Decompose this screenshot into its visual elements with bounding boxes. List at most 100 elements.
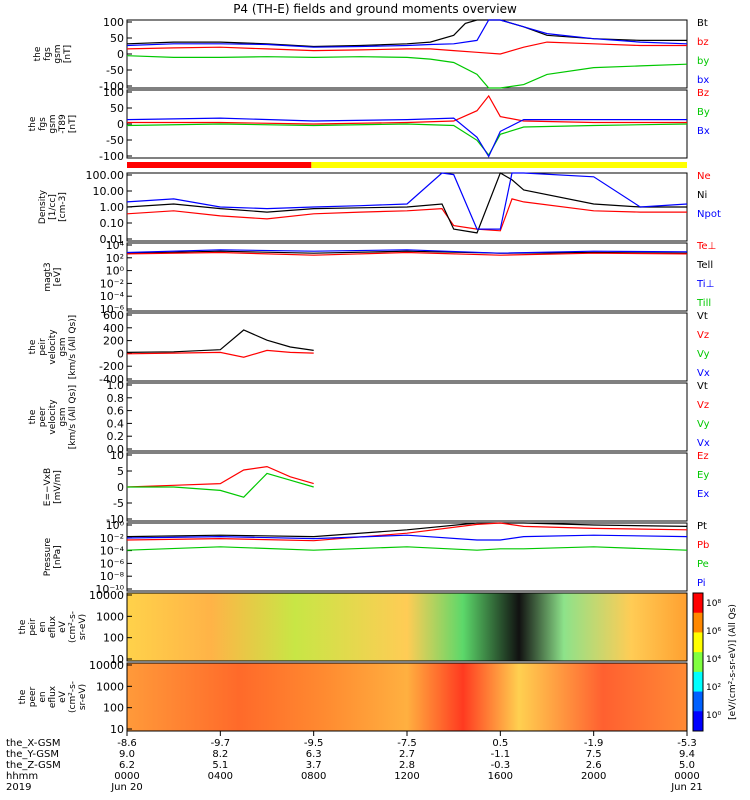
legend-entry: Pb — [697, 540, 709, 551]
y-tick-label: 400 — [103, 322, 124, 335]
legend-entry: Te⊥ — [696, 241, 716, 252]
colorbar-frame — [692, 592, 704, 732]
y-tick-label: 10⁻⁸ — [100, 570, 125, 583]
y-tick-label: 1.0 — [107, 379, 125, 392]
y-axis-label: en — [38, 621, 48, 632]
x-label-hhmm: 0000 — [114, 771, 139, 782]
x-label-gsm-z: 3.7 — [306, 760, 322, 771]
y-axis-label: -T89 — [58, 114, 68, 134]
x-label-gsm-y: -1.1 — [491, 749, 511, 760]
series-pressure-Pe — [126, 546, 688, 551]
legend-entry: Vt — [697, 381, 708, 392]
y-tick-label: 10⁻⁴ — [100, 290, 125, 303]
y-tick-label: -200 — [99, 360, 124, 373]
legend-entry: Ne — [697, 171, 711, 182]
y-axis-label: gsm — [58, 337, 68, 356]
series-density-Ni — [126, 172, 687, 234]
x-label-gsm-x: -9.7 — [211, 738, 231, 749]
series-pressure-Pi — [126, 534, 688, 541]
legend-entry: Bt — [697, 18, 708, 29]
legend-entry: bz — [697, 37, 709, 48]
y-axis-label: [nPa] — [53, 545, 63, 568]
colorbar-band — [693, 691, 703, 712]
y-tick-label: 100 — [103, 86, 124, 99]
y-tick-label: -50 — [106, 134, 124, 147]
x-row-label: the_X-GSM — [6, 738, 60, 749]
series-density-Npot — [126, 172, 688, 230]
legend-entry: Ex — [697, 489, 709, 500]
x-row-label: the_Z-GSM — [6, 760, 61, 771]
panel-frame — [126, 452, 688, 522]
y-tick-label: 0.4 — [107, 417, 125, 430]
legend-entry: Vy — [697, 419, 710, 430]
colorbar-band — [693, 671, 703, 693]
y-tick-label: 10⁻¹⁰ — [95, 583, 124, 596]
x-row-label: the_Y-GSM — [6, 749, 59, 760]
series-temperature-Tell — [126, 250, 688, 254]
mode-bar-segment — [127, 162, 312, 168]
series-fgs-gsm-Bt — [126, 19, 687, 48]
legend-entry: Vz — [697, 400, 709, 411]
x-row-label: hhmm — [6, 771, 38, 782]
panel-peer-spectrogram: 10000 1000 100 10 the peer en eflux eV (cm²-s-sr-… — [18, 659, 688, 736]
y-tick-label: 10000 — [89, 589, 124, 602]
colorbar-label: [eV/(cm²-s-sr-eV)] (All Qs) — [728, 604, 738, 720]
y-axis-label: velocity — [48, 399, 58, 435]
x-label-gsm-x: -7.5 — [397, 738, 417, 749]
y-tick-label: -100 — [99, 80, 124, 93]
y-tick-label: -50 — [106, 64, 124, 77]
x-label-gsm-x: -9.5 — [304, 738, 324, 749]
y-axis-label: eflux — [48, 685, 58, 708]
colorbar-tick-label: 10⁸ — [706, 599, 721, 609]
y-axis-label: fgs — [43, 47, 53, 61]
panel-frame — [126, 19, 688, 89]
y-tick-label: 100 — [103, 16, 124, 29]
colorbar-band — [693, 632, 703, 653]
colorbar-tick-label: 10² — [706, 683, 721, 693]
y-tick-label: 0.2 — [107, 430, 125, 443]
x-label-hhmm: 0400 — [208, 771, 233, 782]
y-axis-label: peir — [28, 618, 38, 636]
y-axis-label: E=−VxB — [43, 468, 53, 506]
y-tick-label: 10² — [106, 252, 124, 265]
x-label-gsm-z: 6.2 — [119, 760, 135, 771]
y-axis-label: peer — [28, 686, 38, 707]
colorbar-tick-label: 10⁰ — [706, 711, 721, 721]
legend-entry: Ez — [697, 451, 709, 462]
panel-e-field: 10 5 0 -5 -10 E=−VxB [mV/m] Ez Ey Ex — [43, 449, 709, 526]
y-axis-label: the — [18, 619, 28, 634]
series-fgs-gsm-t89-Bx — [126, 117, 687, 158]
series-e-field-Ez — [126, 465, 314, 488]
colorbar-tick-label: 10⁴ — [706, 655, 721, 665]
y-axis-label: Pressure — [43, 537, 53, 576]
plot-title: P4 (TH-E) fields and ground moments over… — [233, 2, 517, 16]
x-label-gsm-y: 6.3 — [306, 749, 322, 760]
y-axis-label: gsm — [53, 44, 63, 63]
x-label-date: Jun 21 — [670, 782, 703, 793]
y-axis-label: eV — [58, 620, 68, 633]
mode-bar-segment — [311, 162, 687, 168]
y-tick-label: 0 — [117, 481, 124, 494]
y-axis-label: peer — [38, 406, 48, 427]
y-axis-label: eV — [58, 690, 68, 703]
series-fgs-gsm-t89-Bz — [127, 94, 687, 125]
y-tick-label: -400 — [99, 373, 124, 386]
x-label-gsm-z: -0.3 — [491, 760, 511, 771]
colorbar-band — [693, 612, 703, 633]
y-tick-label: 10⁰ — [106, 519, 125, 532]
panel-frame — [126, 382, 688, 452]
x-label-gsm-z: 2.6 — [586, 760, 602, 771]
y-tick-label: 10⁻⁶ — [100, 303, 125, 316]
y-axis-label: [nT] — [63, 45, 73, 63]
y-axis-label: [mV/m] — [53, 470, 63, 504]
y-axis-label: magt3 — [43, 262, 53, 291]
y-axis-label: [nT] — [68, 115, 78, 133]
y-axis-label: en — [38, 691, 48, 702]
y-tick-label: 0.6 — [107, 405, 125, 418]
legend-entry: Vy — [697, 349, 710, 360]
y-tick-label: 10⁻² — [100, 277, 124, 290]
y-tick-label: 10⁻⁶ — [100, 557, 125, 570]
